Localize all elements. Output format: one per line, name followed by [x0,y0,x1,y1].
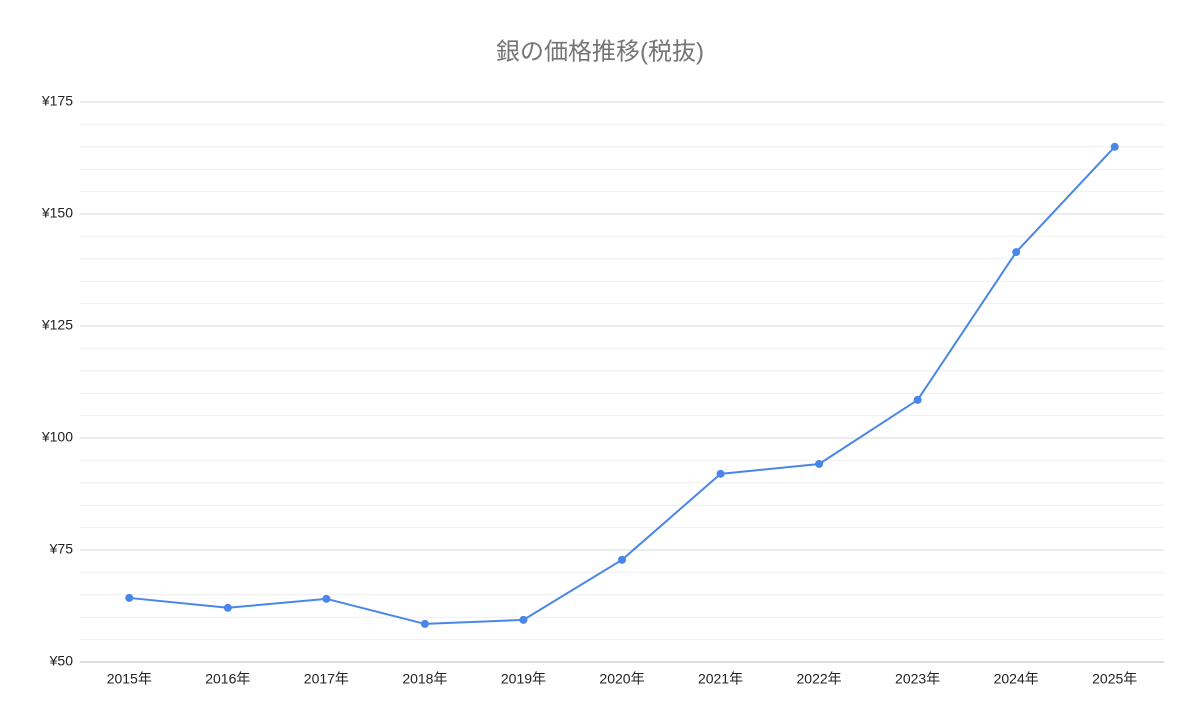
y-tick-label: ¥50 [49,653,74,669]
x-tick-label: 2023年 [895,671,940,687]
point [1012,248,1021,257]
line [129,146,1116,625]
x-tick-label: 2016年 [205,671,250,687]
x-tick-label: 2018年 [402,671,447,687]
point [125,593,134,602]
x-tick-label: 2021年 [698,671,743,687]
y-tick-label: ¥175 [41,93,73,109]
x-tick-label: 2024年 [994,671,1039,687]
y-tick-label: ¥125 [41,317,73,333]
chart-title: 銀の価格推移(税抜) [496,38,704,65]
x-tick-label: 2022年 [797,671,842,687]
point [519,615,528,624]
x-tick-label: 2025年 [1092,671,1137,687]
point [420,619,429,628]
y-tick-label: ¥150 [41,205,73,221]
point [322,594,331,603]
x-tick-label: 2019年 [501,671,546,687]
y-tick-label: ¥75 [49,541,74,557]
point [1110,142,1119,151]
point [223,603,232,612]
x-tick-label: 2015年 [107,671,152,687]
x-tick-label: 2020年 [599,671,644,687]
x-tick-label: 2017年 [304,671,349,687]
point [913,395,922,404]
y-tick-label: ¥100 [41,429,73,445]
point [716,469,725,478]
point [815,459,824,468]
point [618,555,626,564]
